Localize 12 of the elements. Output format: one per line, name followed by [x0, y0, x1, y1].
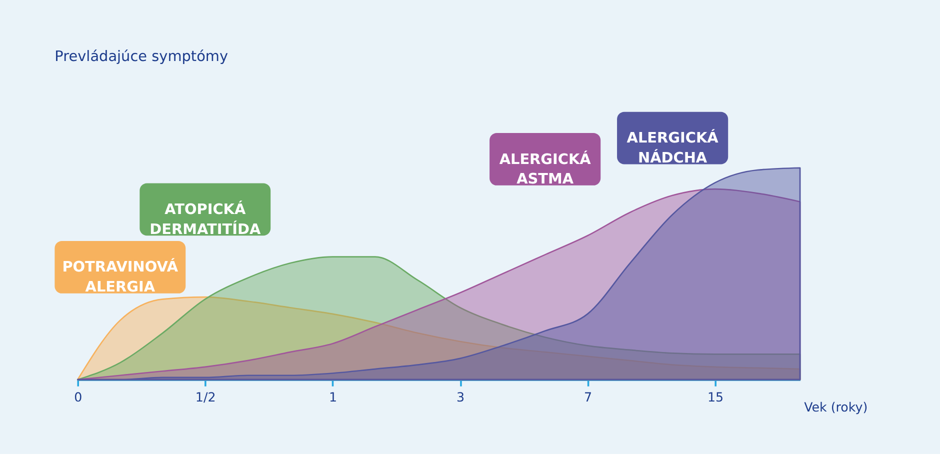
series-label: POTRAVINOVÁ ALERGIA: [62, 258, 179, 296]
text: ATOPICKÁ DERMATITÍDA: [150, 200, 262, 238]
x-tick-label: 1/2: [195, 390, 216, 405]
text: ALERGICKÁ ASTMA: [499, 150, 592, 188]
x-tick-label: 1: [329, 390, 338, 405]
series-label: ALERGICKÁ NÁDCHA: [626, 128, 720, 166]
chart-title: Prevládajúce symptómy: [54, 48, 228, 65]
x-axis-title: Vek (roky): [804, 400, 868, 415]
x-tick-label: 15: [707, 390, 724, 405]
x-tick-label: 7: [584, 390, 592, 405]
x-tick-label: 0: [74, 390, 82, 405]
x-tick-label: 3: [456, 390, 465, 405]
